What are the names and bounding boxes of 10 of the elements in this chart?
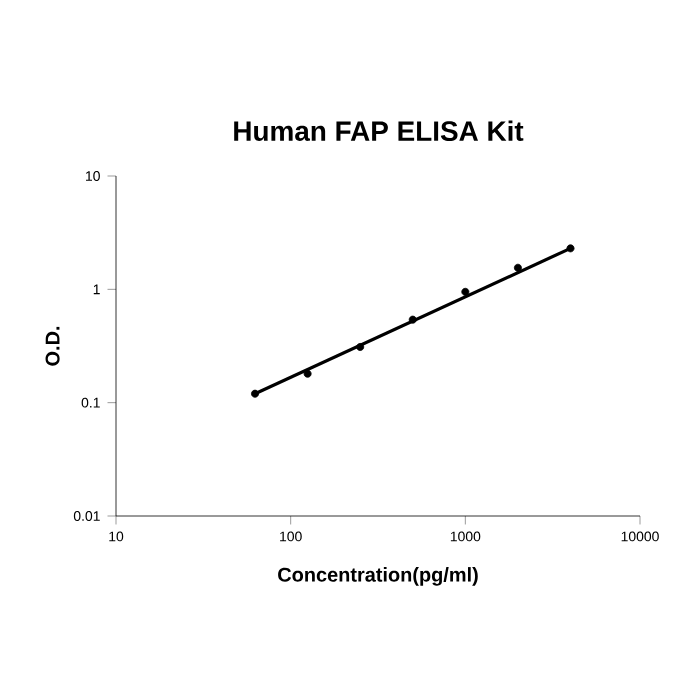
point	[251, 389, 259, 398]
y-axis-title: O.D.	[45, 326, 60, 366]
point	[408, 315, 417, 324]
x-axis-title: Concentration(pg/ml)	[278, 567, 478, 586]
point	[356, 343, 365, 351]
chart-title: Human FAP ELISA Kit	[234, 120, 524, 142]
point	[303, 369, 312, 378]
point	[513, 263, 522, 272]
point	[461, 287, 470, 296]
point	[566, 244, 575, 253]
